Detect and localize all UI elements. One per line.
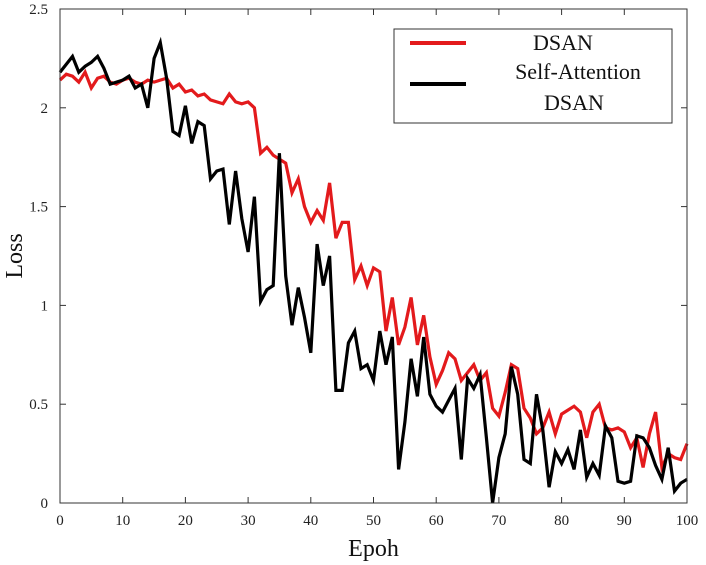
legend-label-self-attention-dsan-line2: DSAN xyxy=(544,90,604,115)
y-tick-label-4: 2 xyxy=(41,101,49,117)
x-tick-label-50: 50 xyxy=(366,513,381,529)
series-line-dsan xyxy=(58,68,689,474)
y-tick-label-5: 2.5 xyxy=(29,2,48,18)
y-tick-label-0: 0 xyxy=(41,496,49,512)
x-tick-label-80: 80 xyxy=(554,513,569,529)
y-tick-label-2: 1 xyxy=(41,298,49,314)
x-tick-label-0: 0 xyxy=(56,513,64,529)
x-tick-label-90: 90 xyxy=(617,513,632,529)
x-tick-label-20: 20 xyxy=(178,513,193,529)
y-axis-ticks: 0 0.5 1 1.5 2 2.5 xyxy=(29,2,687,512)
x-tick-label-70: 70 xyxy=(491,513,506,529)
x-tick-label-40: 40 xyxy=(303,513,318,529)
x-tick-label-30: 30 xyxy=(241,513,256,529)
y-axis-title: Loss xyxy=(2,233,28,278)
series-line-self-attention-dsan xyxy=(58,36,688,504)
legend-label-self-attention: Self-Attention xyxy=(515,59,641,84)
plot-frame xyxy=(59,8,688,504)
x-axis-title: Epoh xyxy=(348,536,399,562)
x-axis-ticks: 0 10 20 30 40 50 60 70 80 90 100 xyxy=(56,9,698,529)
x-tick-label-10: 10 xyxy=(115,513,130,529)
x-tick-label-100: 100 xyxy=(676,513,699,529)
legend: DSAN Self-Attention DSAN xyxy=(393,28,673,124)
legend-label-dsan: DSAN xyxy=(533,30,593,55)
y-tick-label-1: 0.5 xyxy=(29,397,48,413)
x-tick-label-60: 60 xyxy=(429,513,444,529)
y-tick-label-3: 1.5 xyxy=(29,200,48,216)
series-layer xyxy=(58,36,689,504)
